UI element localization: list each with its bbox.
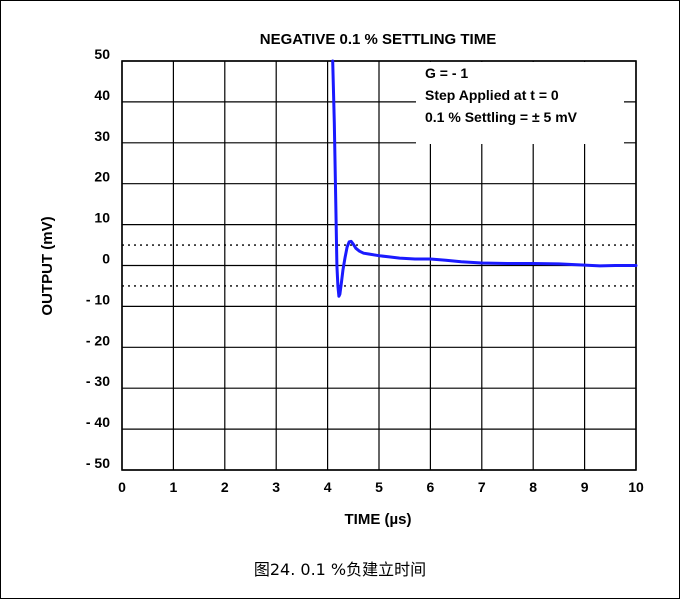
y-axis-label: OUTPUT (mV) [39, 216, 56, 315]
y-tick-label: - 40 [86, 414, 110, 430]
x-tick-label: 0 [118, 479, 126, 495]
y-tick-label: 10 [94, 210, 110, 226]
x-tick-label: 10 [628, 479, 644, 495]
figure-caption: 图24. 0.1 %负建立时间 [253, 560, 427, 579]
y-tick-label: 30 [94, 128, 110, 144]
y-tick-label: - 20 [86, 332, 110, 348]
chart-title: NEGATIVE 0.1 % SETTLING TIME [260, 31, 496, 48]
x-tick-label: 1 [170, 479, 178, 495]
y-tick-label: - 10 [86, 291, 110, 307]
x-tick-label: 2 [221, 479, 229, 495]
y-tick-label: 20 [94, 169, 110, 185]
settling-time-chart: NEGATIVE 0.1 % SETTLING TIME G = - 1 Step… [39, 31, 644, 528]
x-axis-label: TIME (µs) [345, 511, 412, 528]
annotation-line: Step Applied at t = 0 [425, 87, 559, 103]
grid [121, 60, 637, 471]
series-layer [331, 59, 638, 298]
x-tick-label: 3 [272, 479, 280, 495]
output-series-line [331, 59, 638, 298]
x-tick-label: 6 [427, 479, 435, 495]
x-tick-label: 7 [478, 479, 486, 495]
y-tick-label: 40 [94, 87, 110, 103]
x-tick-labels: 0 1 2 3 4 5 6 7 8 9 10 [118, 479, 644, 495]
annotation-line: G = - 1 [425, 65, 468, 81]
annotation-text: G = - 1 Step Applied at t = 0 0.1 % Settli… [425, 65, 578, 125]
y-tick-label: - 50 [86, 455, 110, 471]
x-tick-label: 8 [529, 479, 537, 495]
y-tick-labels: 50 40 30 20 10 0 - 10 - 20 - 30 - 40 - 50 [86, 46, 110, 471]
y-tick-label: - 30 [86, 373, 110, 389]
x-tick-label: 4 [324, 479, 332, 495]
x-tick-label: 5 [375, 479, 383, 495]
y-tick-label: 50 [94, 46, 110, 62]
x-tick-label: 9 [581, 479, 589, 495]
annotation-line: 0.1 % Settling = ± 5 mV [425, 109, 578, 125]
y-tick-label: 0 [102, 251, 110, 267]
annotation-box [416, 62, 624, 144]
settling-band-lines [122, 244, 636, 287]
